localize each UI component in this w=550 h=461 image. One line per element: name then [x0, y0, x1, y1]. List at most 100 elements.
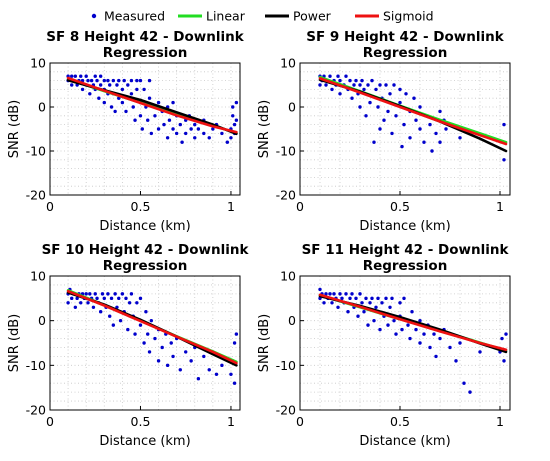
subplot-2: 100-10-200 0.5 1SF 9 Height 42 - DownlinkR… [257, 29, 511, 234]
measured-point [211, 127, 215, 131]
measured-point [129, 92, 134, 96]
measured-point [153, 336, 157, 341]
legend-item-power: Power [265, 9, 332, 24]
measured-point [86, 78, 90, 83]
measured-point [400, 144, 404, 149]
measured-point [184, 350, 188, 354]
subplot-subtitle: Regression [103, 258, 188, 274]
measured-point [84, 292, 88, 296]
legend-label: Sigmoid [383, 9, 434, 24]
measured-point [370, 296, 374, 301]
x-tick-label: 0.5 [131, 199, 151, 214]
measured-point [66, 301, 70, 305]
measured-point [106, 78, 110, 83]
measured-point [412, 96, 416, 100]
measured-point [118, 318, 123, 323]
measured-point [444, 127, 448, 131]
measured-point [502, 359, 506, 363]
measured-point [117, 78, 121, 83]
x-tick-label: 0 [46, 199, 54, 214]
measured-point [120, 87, 125, 92]
legend-label: Linear [206, 9, 246, 24]
measured-point [390, 131, 394, 136]
measured-point [124, 296, 128, 301]
measured-point [438, 140, 442, 144]
measured-point [378, 127, 382, 131]
measured-point [100, 292, 105, 296]
measured-point [234, 100, 239, 105]
measured-point [366, 323, 370, 327]
axes-frame [49, 62, 241, 196]
measured-point [418, 105, 422, 109]
measured-point [356, 314, 360, 318]
y-tick-label: -10 [276, 358, 296, 373]
measured-point [428, 345, 432, 350]
measured-point [93, 74, 97, 78]
measured-point [117, 296, 121, 301]
measured-point [147, 96, 152, 100]
measured-point [70, 74, 74, 78]
y-tick-label: -20 [26, 188, 46, 203]
y-tick-label: 0 [38, 100, 46, 115]
measured-point [133, 332, 137, 336]
measured-point [193, 122, 197, 127]
measured-point [102, 296, 106, 301]
measured-point [344, 292, 348, 296]
measured-point [318, 287, 322, 292]
measured-point [398, 87, 402, 92]
measured-point [178, 368, 182, 372]
measured-point [384, 83, 388, 87]
measured-point [422, 332, 426, 336]
y-axis-label: SNR (dB) [257, 100, 272, 158]
x-tick-label: 1 [496, 199, 504, 214]
measured-point [153, 114, 157, 118]
measured-point [156, 127, 161, 131]
measured-point [234, 332, 239, 336]
measured-point [502, 122, 506, 127]
y-tick-label: 0 [288, 100, 296, 115]
measured-point [156, 359, 161, 363]
measured-point [434, 354, 438, 359]
measured-point [382, 118, 386, 122]
y-tick-label: 10 [280, 56, 296, 71]
x-tick-label: 0.5 [390, 414, 410, 429]
measured-point [402, 296, 406, 301]
subplot-title: SF 8 Height 42 - Downlink [46, 29, 244, 45]
measured-point [207, 368, 211, 372]
measured-point [142, 87, 146, 92]
series-measured [66, 74, 239, 144]
measured-point [330, 87, 334, 92]
measured-point [352, 83, 356, 87]
measured-point [368, 301, 372, 305]
subplot-1: 100-10-200 0.5 1SF 8 Height 42 - DownlinkR… [7, 29, 245, 234]
x-axis-label: Distance (km) [359, 219, 450, 234]
measured-point [115, 83, 119, 87]
measured-point [384, 296, 388, 301]
measured-point [102, 78, 106, 83]
measured-point [231, 105, 235, 109]
measured-point [196, 377, 201, 381]
y-tick-label: -10 [26, 144, 46, 159]
x-axis-label: Distance (km) [99, 219, 190, 234]
measured-point [390, 296, 394, 301]
y-tick-label: -20 [276, 403, 296, 418]
measured-point [318, 83, 322, 87]
grid [50, 63, 240, 195]
measured-point [394, 332, 398, 336]
x-tick-label: 1 [227, 414, 235, 429]
y-tick-label: 10 [30, 269, 46, 284]
legend-item-linear: Linear [178, 9, 246, 24]
measured-point [196, 127, 201, 131]
measured-point [404, 92, 408, 96]
measured-point [131, 105, 135, 109]
measured-point [346, 310, 350, 314]
legend-item-measured: Measured [91, 9, 165, 24]
x-tick-label: 0 [296, 199, 304, 214]
measured-point [127, 301, 132, 305]
measured-point [108, 314, 112, 318]
measured-point [348, 296, 352, 301]
measured-point [138, 296, 143, 301]
measured-point [160, 345, 164, 350]
legend-label: Measured [104, 9, 165, 24]
measured-point [434, 131, 438, 136]
